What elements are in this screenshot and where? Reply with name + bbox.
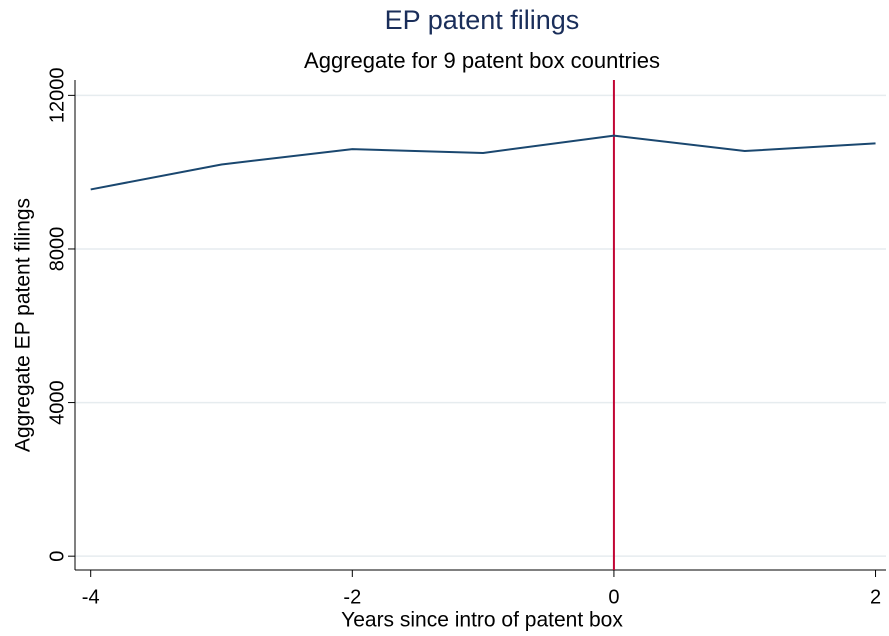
y-tick-label: 8000 <box>46 227 68 272</box>
x-tick-label: 0 <box>608 586 619 608</box>
x-axis-title: Years since intro of patent box <box>341 609 623 632</box>
chart-title: EP patent filings <box>385 5 580 35</box>
y-tick-label: 0 <box>46 551 68 562</box>
data-line <box>90 134 876 191</box>
x-tick-label: 2 <box>870 586 881 608</box>
y-tick-label: 4000 <box>46 380 68 425</box>
chart-subtitle: Aggregate for 9 patent box countries <box>304 48 660 73</box>
y-tick-label: 12000 <box>46 68 68 124</box>
y-axis-title: Aggregate EP patent filings <box>12 198 35 452</box>
x-tick-label: -4 <box>82 586 100 608</box>
x-tick-label: -2 <box>343 586 361 608</box>
